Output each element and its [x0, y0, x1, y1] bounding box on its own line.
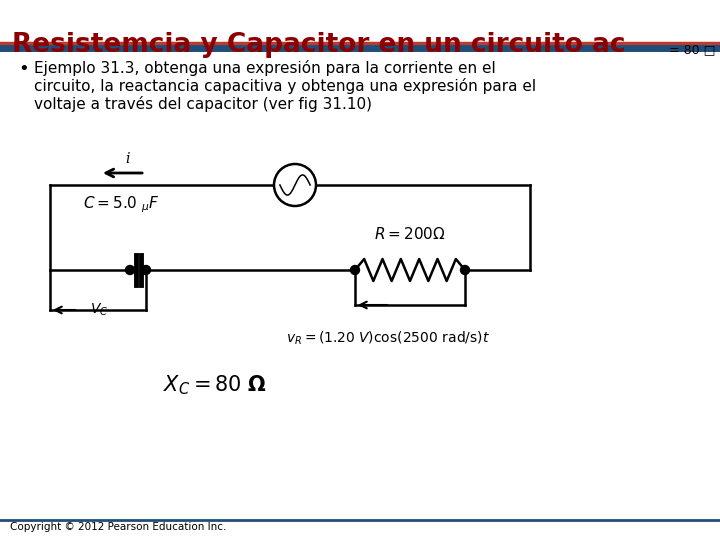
Text: Ejemplo 31.3, obtenga una expresión para la corriente en el: Ejemplo 31.3, obtenga una expresión para… — [34, 60, 496, 76]
Text: Resistemcia y Capacitor en un circuito ac: Resistemcia y Capacitor en un circuito a… — [12, 32, 626, 58]
Text: •: • — [18, 60, 29, 78]
Circle shape — [461, 266, 469, 274]
Text: i: i — [125, 152, 130, 166]
Text: circuito, la reactancia capacitiva y obtenga una expresión para el: circuito, la reactancia capacitiva y obt… — [34, 78, 536, 94]
Text: $v_R=(1.20\ V)\cos(2500\ \mathrm{rad/s})t$: $v_R=(1.20\ V)\cos(2500\ \mathrm{rad/s})… — [286, 330, 490, 347]
Text: Copyright © 2012 Pearson Education Inc.: Copyright © 2012 Pearson Education Inc. — [10, 522, 226, 532]
Text: $C=5.0\ _{\mu}F$: $C=5.0\ _{\mu}F$ — [83, 194, 160, 215]
Circle shape — [351, 266, 359, 274]
Text: $X_C=80\ \mathbf{\Omega}$: $X_C=80\ \mathbf{\Omega}$ — [163, 373, 267, 397]
Text: voltaje a través del capacitor (ver fig 31.10): voltaje a través del capacitor (ver fig … — [34, 96, 372, 112]
Text: $R=200\Omega$: $R=200\Omega$ — [374, 226, 446, 242]
Circle shape — [125, 266, 135, 274]
Text: $V_C$: $V_C$ — [90, 302, 108, 318]
Text: = 80 □: = 80 □ — [669, 43, 715, 56]
Circle shape — [142, 266, 150, 274]
Circle shape — [274, 164, 316, 206]
